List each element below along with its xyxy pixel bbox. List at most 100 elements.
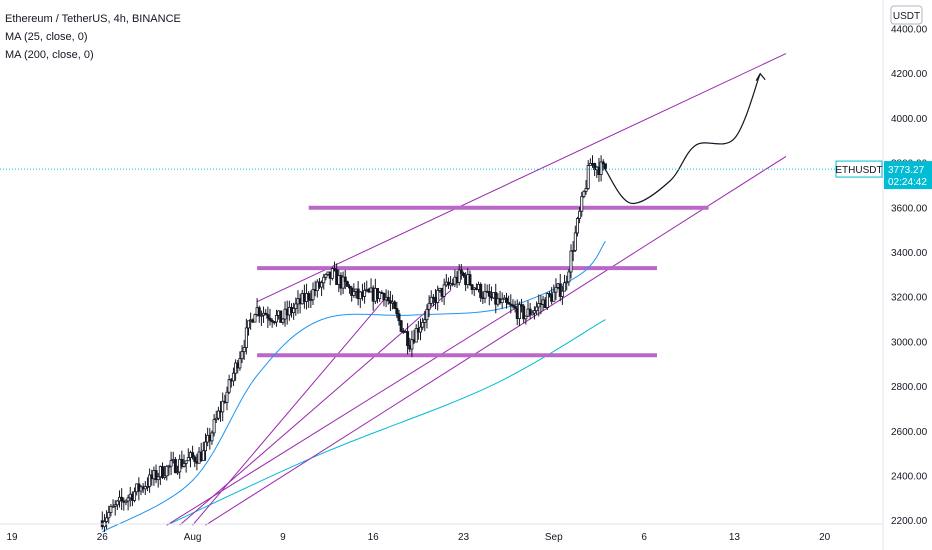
candle [457, 264, 461, 286]
time-tick-label: 6 [641, 532, 647, 543]
candle [560, 285, 564, 305]
candle [569, 244, 573, 279]
candle [203, 433, 207, 461]
candle [487, 284, 491, 306]
candle [425, 304, 429, 329]
time-tick-label: Aug [184, 532, 202, 543]
candle-body [535, 306, 539, 312]
candle [330, 266, 334, 281]
candle-body [203, 441, 207, 452]
candle [436, 285, 440, 311]
candle [294, 297, 298, 316]
ma200-legend[interactable]: MA (200, close, 0) [5, 49, 94, 61]
candle [520, 298, 524, 313]
candle-body [601, 161, 605, 165]
candle-body [552, 291, 556, 302]
candle [156, 472, 160, 488]
candle-body [470, 284, 474, 290]
time-tick-label: Sep [545, 532, 563, 543]
candle [558, 273, 562, 302]
candle-body [603, 163, 607, 170]
candle-body [528, 308, 532, 316]
candle-body [382, 293, 386, 301]
candle-body [320, 282, 324, 288]
candle [160, 462, 164, 480]
candle-body [214, 417, 218, 421]
time-tick-label: 16 [368, 532, 380, 543]
candle [145, 477, 149, 492]
candle [124, 499, 128, 506]
candle-body [410, 339, 414, 350]
candle [115, 499, 119, 510]
candle-body [442, 284, 446, 297]
candle [470, 284, 474, 295]
ma25-legend[interactable]: MA (25, close, 0) [5, 31, 88, 43]
price-tick-label: 4200.00 [891, 69, 928, 80]
candle-body [201, 450, 205, 462]
candle [511, 299, 515, 309]
candle [169, 451, 173, 476]
price-tick-label: 2400.00 [891, 472, 928, 483]
candle-body [427, 302, 431, 310]
channel-line [205, 155, 787, 526]
candle-body [548, 293, 552, 296]
candle [537, 294, 541, 317]
candle-body [160, 466, 164, 478]
candle-body [573, 232, 577, 251]
candle-body [386, 296, 390, 302]
symbol-title[interactable]: Ethereum / TetherUS, 4h, BINANCE [5, 13, 181, 25]
candle-body [522, 305, 526, 320]
candle-body [324, 274, 328, 278]
candle [575, 216, 579, 237]
candle [567, 269, 571, 286]
candle-body [395, 308, 399, 315]
candle-body [115, 500, 119, 506]
time-tick-label: 19 [6, 532, 18, 543]
time-tick-label: 13 [729, 532, 741, 543]
symbol-tag-label: ETHUSDT [835, 165, 882, 176]
candle [548, 291, 552, 298]
candle [167, 464, 171, 476]
candle [410, 330, 414, 358]
candle [532, 306, 536, 320]
candle-body [554, 286, 558, 293]
candle [281, 318, 285, 325]
candle [468, 270, 472, 286]
price-tick-label: 3000.00 [891, 337, 928, 348]
candle [517, 301, 521, 327]
candle-body [111, 505, 115, 508]
candle [363, 282, 367, 304]
last-price-tag: 3773.27 02:24:42 [884, 161, 932, 190]
ma200-series [166, 319, 606, 526]
projection-curve [604, 73, 761, 204]
candle-body [231, 372, 235, 382]
price-tick-label: 3200.00 [891, 293, 928, 304]
candle [343, 269, 347, 290]
candle [393, 300, 397, 310]
candle [332, 261, 336, 272]
candle-body [193, 456, 197, 462]
time-tick-label: 26 [97, 532, 109, 543]
candle [227, 374, 231, 395]
candle-body [330, 268, 334, 279]
candle-body [332, 268, 336, 271]
candle [102, 514, 106, 533]
candle-body [154, 470, 158, 481]
currency-badge[interactable]: USDT [890, 5, 923, 25]
candle [165, 464, 169, 481]
candle-body [397, 313, 401, 322]
candle-body [169, 460, 173, 467]
time-axis[interactable]: 19 26 Aug 9 16 23 Sep 6 13 20 [0, 523, 883, 543]
candle [111, 499, 115, 508]
candle-body [163, 475, 167, 478]
candle [599, 155, 603, 182]
price-tick-label: 4400.00 [891, 25, 928, 36]
candle-body [113, 504, 117, 507]
candle-body [461, 272, 465, 277]
candle-body [582, 190, 586, 197]
candle [479, 282, 483, 302]
candle-body [244, 327, 248, 349]
price-axis[interactable]: 2200.00 2400.00 2600.00 2800.00 3000.00 3200.… [882, 0, 928, 550]
candle-body [246, 320, 250, 329]
